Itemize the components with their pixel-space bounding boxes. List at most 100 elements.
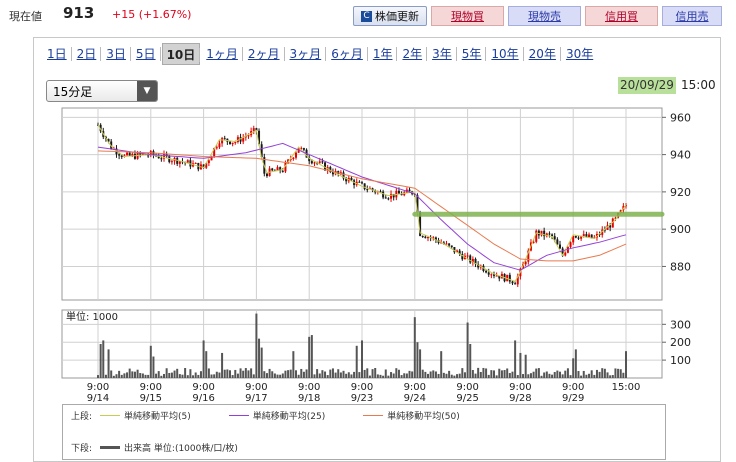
candle-body — [213, 148, 216, 157]
tab-0[interactable]: 1日 — [43, 43, 72, 65]
price-tick-label: 940 — [670, 149, 691, 162]
candle-body — [281, 170, 284, 172]
candle-body — [118, 154, 121, 156]
x-tick-time: 9:00 — [404, 382, 426, 393]
volume-bar — [405, 373, 408, 378]
tab-8[interactable]: 6ヶ月 — [327, 43, 368, 65]
tab-4[interactable]: 10日 — [161, 43, 201, 65]
interval-select[interactable]: 15分足 ▼ — [46, 80, 158, 102]
volume-bar — [582, 370, 585, 378]
ma5-line — [97, 124, 627, 283]
candle-body — [427, 237, 429, 239]
volume-bar — [313, 374, 316, 378]
volume-bar — [421, 369, 424, 378]
volume-bar — [453, 375, 456, 378]
volume-bar — [318, 373, 321, 378]
tab-10[interactable]: 2年 — [398, 43, 427, 65]
candle-body — [234, 142, 237, 144]
candle-body — [131, 153, 134, 156]
volume-bar — [197, 374, 200, 378]
candle-body — [318, 161, 321, 163]
volume-bar — [487, 374, 490, 378]
candle-body — [421, 235, 424, 237]
volume-bar — [273, 373, 276, 378]
candle-body — [215, 147, 218, 149]
last-time: 15:00 — [681, 78, 716, 92]
volume-bar — [347, 372, 350, 378]
volume-bar — [482, 367, 485, 378]
candle-body — [514, 283, 517, 285]
tab-5[interactable]: 1ヶ月 — [202, 43, 243, 65]
volume-bar — [149, 345, 152, 378]
candle-body — [440, 242, 443, 244]
candle-body — [358, 181, 361, 183]
x-tick-time: 9:00 — [351, 382, 373, 393]
candle-body — [582, 234, 585, 237]
margin-buy-button[interactable]: 信用買 — [585, 6, 658, 26]
cash-sell-button[interactable]: 現物売 — [508, 6, 581, 26]
candle-body — [149, 151, 152, 156]
legend-ma5-label: 単純移動平均(5) — [124, 412, 191, 422]
volume-bar — [242, 370, 245, 378]
candle-body — [176, 157, 179, 164]
volume-bar — [358, 372, 361, 378]
volume-bar — [553, 372, 556, 378]
volume-bar — [442, 372, 445, 378]
volume-bar — [226, 369, 229, 378]
candle-body — [400, 193, 403, 196]
candle-body — [221, 138, 224, 144]
tab-15[interactable]: 30年 — [565, 47, 594, 61]
candle-body — [545, 233, 548, 237]
tab-2[interactable]: 3日 — [102, 43, 131, 65]
volume-bar — [110, 370, 113, 378]
volume-bar — [477, 367, 480, 378]
tab-7[interactable]: 3ヶ月 — [286, 43, 326, 65]
candle-body — [321, 161, 324, 163]
volume-bar — [577, 371, 580, 378]
legend-volume-swatch — [100, 446, 121, 449]
tab-3[interactable]: 5日 — [132, 43, 161, 65]
candle-body — [392, 193, 395, 198]
volume-bar — [540, 375, 543, 378]
volume-bar — [572, 358, 575, 378]
volume-bar — [603, 368, 606, 378]
legend-ma5: 単純移動平均(5) — [92, 409, 191, 422]
volume-bar — [368, 375, 371, 378]
volume-bar — [163, 374, 165, 378]
candle-body — [606, 225, 609, 230]
candle-body — [458, 250, 461, 254]
volume-bar — [456, 374, 459, 378]
volume-bar — [437, 373, 440, 378]
candle-body — [382, 191, 385, 198]
volume-bar — [434, 371, 437, 378]
cash-buy-button[interactable]: 現物買 — [431, 6, 504, 26]
candle-body — [295, 152, 297, 158]
tab-13[interactable]: 10年 — [487, 43, 524, 65]
volume-bar — [265, 373, 268, 378]
refresh-price-button[interactable]: C 株価更新 — [353, 6, 427, 26]
volume-bar — [271, 371, 274, 378]
x-tick-time: 9:00 — [456, 382, 478, 393]
candle-body — [580, 236, 583, 239]
candle-body — [466, 255, 469, 257]
volume-bar — [260, 347, 263, 378]
tab-9[interactable]: 1年 — [369, 43, 398, 65]
volume-bar — [395, 368, 398, 378]
legend-lower-label: 下段: — [71, 444, 93, 454]
volume-bar — [258, 338, 261, 378]
tab-11[interactable]: 3年 — [428, 43, 457, 65]
candle-body — [126, 152, 129, 156]
tab-14[interactable]: 20年 — [525, 43, 562, 65]
volume-bar — [601, 368, 604, 378]
tab-6[interactable]: 2ヶ月 — [244, 43, 285, 65]
tab-12[interactable]: 5年 — [458, 43, 487, 65]
volume-bar — [516, 375, 519, 378]
volume-bar — [207, 368, 210, 378]
volume-bar — [413, 317, 416, 378]
volume-bar — [535, 368, 538, 378]
volume-bar — [503, 370, 506, 378]
volume-bar — [569, 375, 572, 378]
margin-sell-button[interactable]: 信用売 — [662, 6, 722, 26]
tab-1[interactable]: 2日 — [73, 43, 101, 65]
candle-body — [551, 234, 554, 237]
